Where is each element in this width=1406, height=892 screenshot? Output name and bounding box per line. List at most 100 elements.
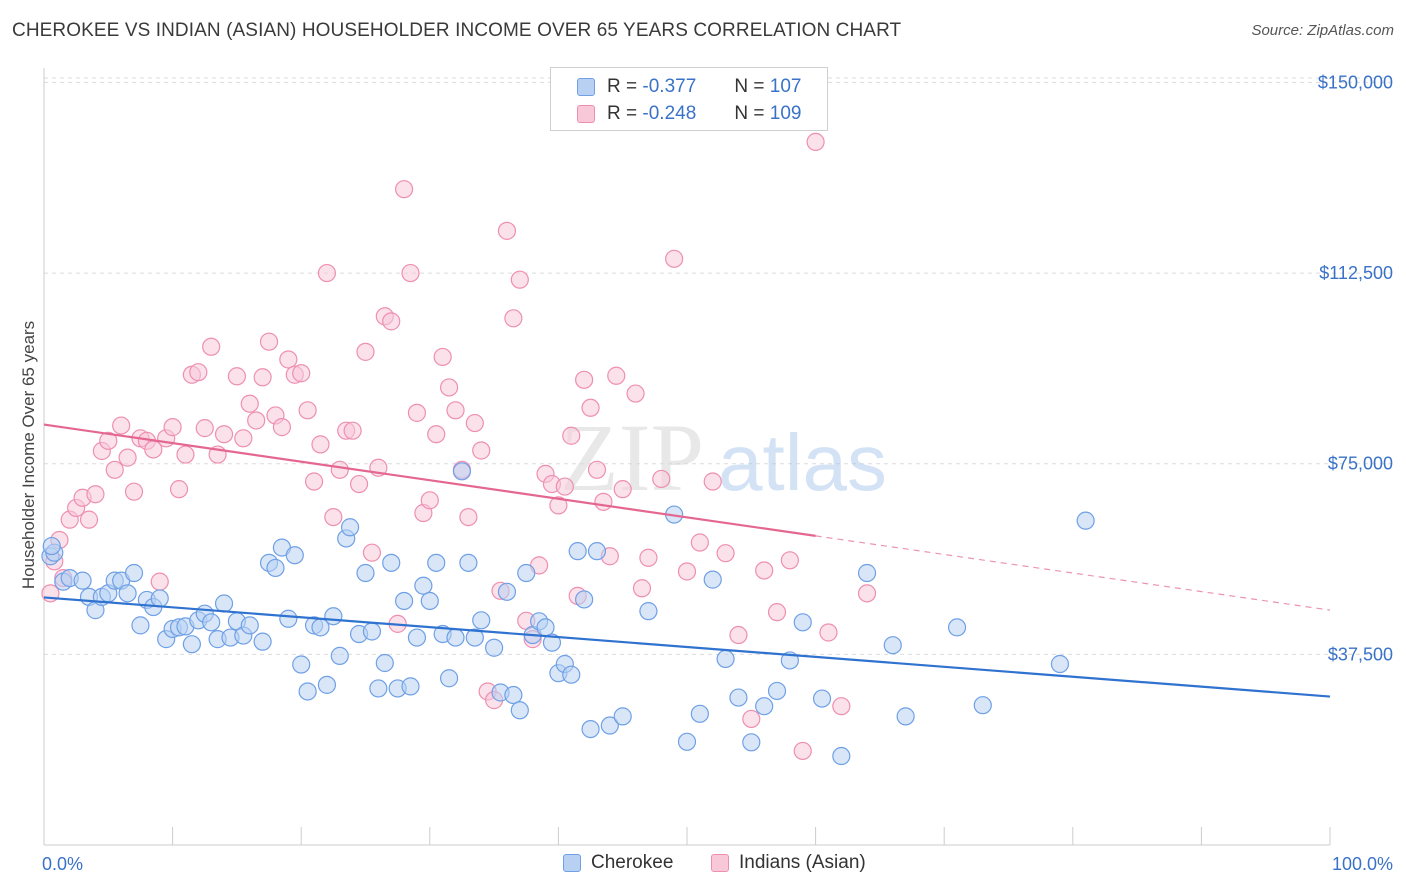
indians-point-90 [626, 384, 645, 403]
indians-point-37 [279, 350, 298, 369]
indians-point-66 [465, 413, 484, 433]
cherokee-point-96 [812, 689, 832, 708]
cherokee-point-88 [703, 570, 722, 589]
indians-point-49 [356, 342, 375, 361]
indians-point-55 [394, 180, 414, 199]
cherokee-point-70 [517, 563, 536, 583]
cherokee-point-44 [340, 518, 360, 537]
indians-point-13 [118, 448, 137, 467]
cherokee-point-60 [446, 628, 465, 647]
cherokee-point-35 [285, 546, 304, 565]
cherokee-point-106 [42, 536, 61, 556]
cherokee-point-42 [330, 646, 349, 665]
indians-point-48 [349, 474, 369, 494]
indians-point-92 [639, 548, 658, 567]
x-tick-label-0: 0.0% [42, 854, 83, 874]
cherokee-point-10 [118, 584, 137, 603]
indians-point-26 [202, 337, 221, 356]
cherokee-point-84 [639, 602, 658, 621]
cherokee-point-100 [896, 707, 915, 726]
indians-point-100 [742, 709, 761, 729]
indians-point-86 [594, 492, 613, 511]
cherokee-swatch [577, 78, 595, 96]
indians-point-99 [729, 625, 748, 645]
indians-point-83 [575, 370, 594, 389]
cherokee-point-11 [124, 563, 144, 583]
indians-point-50 [362, 543, 382, 562]
cherokee-point-74 [542, 633, 562, 652]
indians-point-60 [427, 425, 446, 444]
cherokee-point-82 [600, 716, 619, 735]
indians-point-57 [407, 403, 427, 422]
y-axis-title: Householder Income Over 65 years [19, 321, 38, 589]
cherokee-point-34 [279, 609, 298, 628]
cherokee-point-47 [362, 622, 382, 641]
cherokee-point-52 [394, 591, 414, 611]
cherokee-point-36 [292, 655, 311, 674]
y-tick-label-0: $37,500 [1328, 644, 1393, 664]
legend-row-cherokee: R = -0.377 N = 107 [577, 75, 801, 99]
indians-point-108 [857, 584, 877, 603]
indians-point-11 [105, 460, 124, 479]
cherokee-point-55 [414, 576, 433, 595]
y-tick-label-2: $112,500 [1319, 263, 1393, 283]
indians-point-40 [298, 401, 317, 420]
indians-point-63 [446, 401, 465, 420]
cherokee-point-20 [182, 635, 201, 654]
cherokee-point-64 [472, 611, 491, 630]
y-tick-labels: $37,500 $75,000 $112,500 $150,000 [1318, 72, 1393, 664]
watermark-zip: ZIP [560, 404, 704, 511]
cherokee-point-50 [382, 553, 401, 572]
indians-point-41 [304, 472, 324, 491]
indians-point-102 [767, 603, 787, 622]
y-tick-label-1: $75,000 [1328, 454, 1393, 474]
indians-point-104 [793, 741, 812, 761]
indians-point-32 [247, 411, 266, 430]
cherokee-point-37 [298, 682, 317, 701]
cherokee-point-79 [575, 590, 594, 609]
indians-r-value: -0.248 [642, 103, 697, 124]
cherokee-point-83 [613, 707, 632, 726]
cherokee-point-57 [427, 553, 446, 572]
indians-point-21 [169, 480, 189, 499]
trend-lines [43, 423, 1331, 698]
indians-point-73 [510, 270, 529, 289]
indians-legend-swatch [711, 854, 729, 872]
cherokee-point-102 [973, 696, 992, 715]
cherokee-point-73 [536, 618, 555, 637]
cherokee-point-41 [324, 607, 343, 626]
indians-point-10 [99, 431, 118, 450]
indians-point-59 [420, 491, 439, 510]
indians-point-72 [504, 309, 523, 328]
indians-point-39 [292, 364, 311, 383]
cherokee-n-value: 107 [769, 76, 802, 97]
indians-point-14 [124, 482, 144, 501]
cherokee-legend-label: Cherokee [591, 852, 674, 873]
indians-point-56 [401, 263, 420, 283]
n-label: N = [734, 76, 765, 97]
cherokee-point-29 [240, 616, 259, 635]
indians-point-12 [112, 416, 131, 435]
cherokee-point-103 [1050, 654, 1070, 674]
cherokee-r-value: -0.377 [642, 76, 697, 97]
cherokee-point-54 [407, 628, 427, 647]
indians-point-67 [472, 441, 491, 460]
cherokee-point-62 [459, 553, 478, 572]
axes [43, 68, 1331, 846]
cherokee-point-61 [452, 462, 472, 481]
cherokee-point-89 [716, 649, 735, 669]
cherokee-point-65 [485, 638, 504, 657]
indians-point-45 [330, 460, 349, 479]
indians-point-30 [234, 429, 253, 448]
indians-point-71 [497, 221, 517, 240]
cherokee-point-95 [793, 613, 812, 632]
indians-trend-line [43, 423, 816, 537]
indians-point-101 [755, 561, 774, 580]
indians-point-79 [549, 496, 568, 515]
gridlines [44, 77, 1392, 655]
indians-point-34 [259, 332, 279, 351]
indians-point-65 [459, 507, 478, 527]
cherokee-point-30 [253, 632, 272, 651]
cherokee-point-69 [510, 701, 529, 720]
cherokee-point-90 [729, 688, 748, 707]
